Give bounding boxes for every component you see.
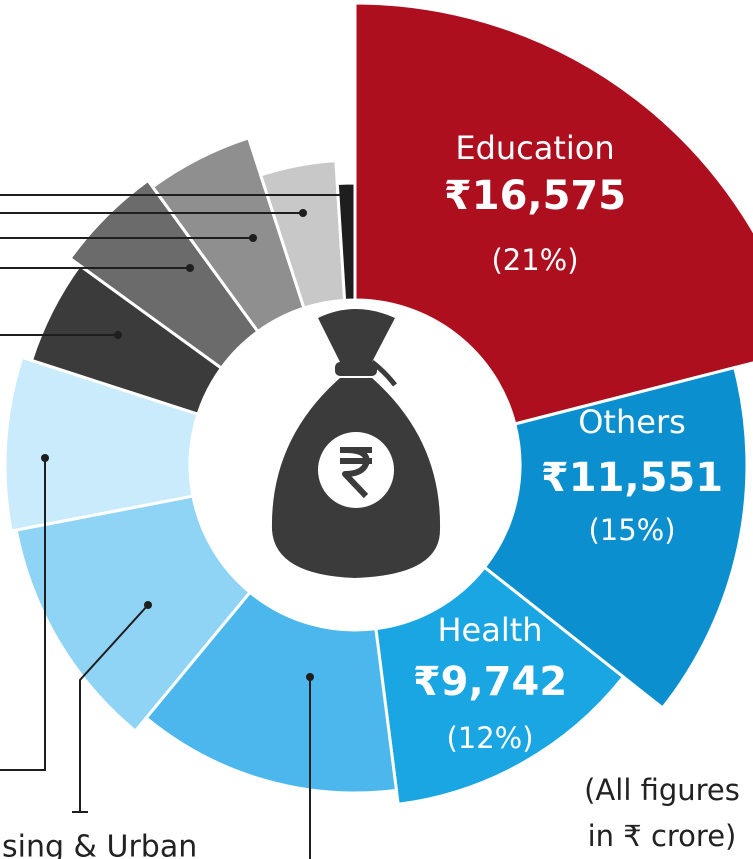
category-label: sing & Urban xyxy=(2,830,197,859)
category-label: Health xyxy=(437,611,542,649)
segments xyxy=(3,1,753,806)
percent-label: (21%) xyxy=(491,243,578,277)
value-label: ₹9,742 xyxy=(413,659,567,705)
note: in ₹ crore) xyxy=(588,819,737,853)
segment xyxy=(374,565,626,806)
money-bag-icon xyxy=(271,309,441,578)
category-label: Others xyxy=(578,403,686,441)
leader-lines xyxy=(0,194,340,859)
percent-label: (15%) xyxy=(588,513,675,547)
value-label: ₹11,551 xyxy=(541,455,723,501)
value-label: ₹16,575 xyxy=(444,173,626,219)
category-label: Education xyxy=(455,129,614,167)
percent-label: (12%) xyxy=(446,721,533,755)
note: (All figures xyxy=(584,773,740,807)
